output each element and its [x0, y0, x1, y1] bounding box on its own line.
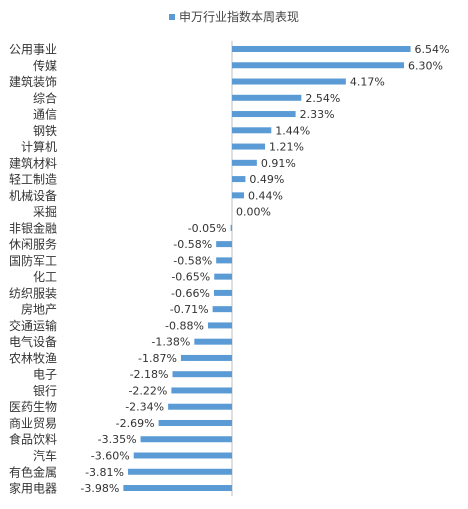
data-label: -1.38%	[151, 336, 190, 349]
data-label: 2.33%	[300, 108, 335, 121]
bar	[133, 452, 232, 459]
legend-swatch	[168, 13, 175, 20]
category-label: 电子	[33, 368, 57, 382]
data-label: -0.71%	[170, 303, 209, 316]
category-label: 通信	[33, 108, 57, 122]
bar	[140, 436, 232, 443]
bars-group	[123, 46, 411, 492]
data-label: -2.22%	[128, 384, 167, 397]
bar	[212, 306, 232, 313]
data-label: 0.91%	[261, 157, 296, 170]
category-label: 银行	[33, 384, 57, 398]
bar	[232, 111, 296, 118]
bar	[232, 159, 257, 166]
data-label: -2.69%	[116, 417, 155, 430]
bar	[127, 468, 232, 475]
bar	[171, 387, 232, 394]
data-label: 0.00%	[236, 206, 271, 219]
bar	[232, 46, 411, 52]
data-label: -3.35%	[98, 433, 137, 446]
category-label: 机械设备	[9, 188, 57, 203]
data-label: -0.66%	[171, 287, 210, 300]
category-label: 公用事业	[9, 43, 57, 57]
data-label: 2.54%	[305, 92, 340, 105]
bar	[172, 371, 232, 378]
category-label: 采掘	[33, 204, 57, 219]
bar	[207, 322, 232, 329]
category-label: 非银金融	[9, 220, 57, 235]
data-label: -3.60%	[91, 450, 130, 463]
bar	[180, 354, 232, 361]
data-label: 0.49%	[249, 173, 284, 186]
category-label: 农林牧渔	[9, 351, 57, 365]
data-label: -0.58%	[173, 238, 212, 251]
category-label: 纺织服装	[9, 286, 57, 300]
category-label: 汽车	[33, 448, 57, 463]
bar	[232, 127, 272, 134]
category-label: 休闲服务	[9, 237, 57, 252]
bar	[194, 338, 232, 345]
bar	[232, 62, 404, 69]
category-label: 轻工制造	[9, 173, 57, 187]
bar	[230, 224, 232, 231]
category-labels-group: 公用事业传媒建筑装饰综合通信钢铁计算机建筑材料轻工制造机械设备采掘非银金融休闲服…	[9, 43, 57, 496]
bar	[232, 78, 346, 85]
category-label: 医药生物	[9, 400, 57, 414]
bar	[216, 257, 232, 264]
data-label: -0.88%	[165, 319, 204, 332]
data-label: -1.87%	[138, 352, 177, 365]
category-label: 计算机	[21, 139, 57, 154]
bar	[158, 419, 232, 426]
category-label: 交通运输	[9, 318, 57, 333]
data-label: 4.17%	[350, 76, 385, 89]
bar	[232, 94, 302, 101]
category-label: 化工	[33, 270, 57, 284]
category-label: 传媒	[33, 58, 57, 73]
data-label: 6.30%	[408, 59, 443, 72]
data-label: 1.44%	[275, 124, 310, 137]
data-label: 6.54%	[415, 43, 450, 56]
bar	[232, 192, 245, 199]
data-label: -2.34%	[125, 401, 164, 414]
legend: 申万行业指数本周表现	[0, 8, 468, 25]
bar	[168, 403, 232, 410]
data-label: -0.58%	[173, 254, 212, 267]
data-label: 1.21%	[269, 141, 304, 154]
data-label: -0.65%	[171, 271, 210, 284]
category-label: 房地产	[21, 302, 57, 317]
bar	[232, 176, 246, 183]
bar	[214, 273, 232, 280]
legend-label: 申万行业指数本周表现	[178, 10, 299, 24]
category-label: 建筑装饰	[9, 74, 57, 89]
bar	[232, 143, 266, 150]
category-label: 商业贸易	[9, 415, 57, 430]
data-label: -3.98%	[80, 482, 119, 495]
data-label: 0.44%	[248, 189, 283, 202]
data-label: -0.05%	[188, 222, 227, 235]
data-label: -2.18%	[130, 368, 169, 381]
bar	[216, 241, 232, 248]
category-label: 综合	[33, 90, 57, 105]
data-labels-group: 6.54% 6.30% 4.17% 2.54% 2.33% 1.44% 1.21% 0.91%…	[80, 43, 449, 495]
category-label: 建筑材料	[9, 155, 57, 170]
category-label: 电气设备	[9, 334, 57, 349]
bar	[213, 289, 232, 296]
bar	[123, 485, 232, 492]
category-label: 钢铁	[33, 124, 57, 138]
category-label: 国防军工	[9, 253, 57, 268]
category-label: 家用电器	[9, 481, 57, 496]
category-label: 食品饮料	[9, 432, 57, 447]
category-label: 有色金属	[9, 464, 57, 479]
data-label: -3.81%	[85, 466, 124, 479]
